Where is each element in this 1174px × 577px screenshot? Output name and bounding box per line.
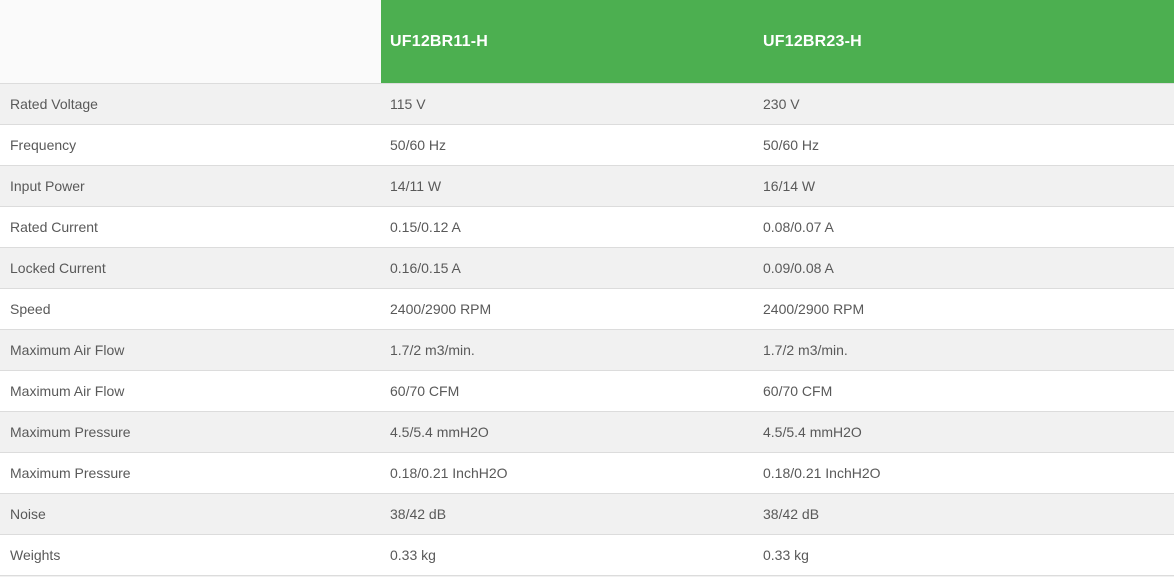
row-label: Noise bbox=[10, 506, 46, 522]
row-value-model-1: 0.15/0.12 A bbox=[390, 219, 461, 235]
row-value-model-2: 230 V bbox=[763, 96, 800, 112]
row-value-model-1: 0.33 kg bbox=[390, 547, 436, 563]
row-value-model-2: 0.18/0.21 InchH2O bbox=[763, 465, 881, 481]
row-value-model-2: 0.08/0.07 A bbox=[763, 219, 834, 235]
row-value-model-2: 38/42 dB bbox=[763, 506, 820, 522]
row-label: Locked Current bbox=[10, 260, 106, 276]
row-value-model-1: 0.16/0.15 A bbox=[390, 260, 461, 276]
row-label: Maximum Pressure bbox=[10, 424, 131, 440]
row-value-model-2: 1.7/2 m3/min. bbox=[763, 342, 848, 358]
table-header-row: UF12BR11-H UF12BR23-H bbox=[0, 0, 1174, 84]
table-row: Frequency 50/60 Hz 50/60 Hz bbox=[0, 125, 1174, 166]
row-value-model-1: 60/70 CFM bbox=[390, 383, 460, 399]
row-value-model-2: 2400/2900 RPM bbox=[763, 301, 865, 317]
row-value-model-1: 1.7/2 m3/min. bbox=[390, 342, 475, 358]
row-label: Speed bbox=[10, 301, 51, 317]
table-body: Rated Voltage 115 V 230 V Frequency 50/60 Hz… bbox=[0, 84, 1174, 576]
table-row: Weights 0.33 kg 0.33 kg bbox=[0, 535, 1174, 576]
row-label: Maximum Pressure bbox=[10, 465, 131, 481]
table-row: Rated Current 0.15/0.12 A 0.08/0.07 A bbox=[0, 207, 1174, 248]
row-value-model-2: 16/14 W bbox=[763, 178, 816, 194]
row-value-model-2: 4.5/5.4 mmH2O bbox=[763, 424, 862, 440]
table-row: Maximum Air Flow 1.7/2 m3/min. 1.7/2 m3/mi… bbox=[0, 330, 1174, 371]
table-row: Maximum Air Flow 60/70 CFM 60/70 CFM bbox=[0, 371, 1174, 412]
row-value-model-1: 115 V bbox=[390, 96, 426, 112]
row-label: Maximum Air Flow bbox=[10, 383, 125, 399]
row-value-model-1: 2400/2900 RPM bbox=[390, 301, 492, 317]
table-row: Speed 2400/2900 RPM 2400/2900 RPM bbox=[0, 289, 1174, 330]
table-row: Input Power 14/11 W 16/14 W bbox=[0, 166, 1174, 207]
row-value-model-2: 60/70 CFM bbox=[763, 383, 833, 399]
row-label: Rated Voltage bbox=[10, 96, 98, 112]
table-row: Maximum Pressure 0.18/0.21 InchH2O 0.18/0.… bbox=[0, 453, 1174, 494]
column-header-model-1: UF12BR11-H bbox=[381, 0, 754, 83]
row-value-model-2: 0.09/0.08 A bbox=[763, 260, 834, 276]
table-row: Locked Current 0.16/0.15 A 0.09/0.08 A bbox=[0, 248, 1174, 289]
row-label: Rated Current bbox=[10, 219, 98, 235]
row-label: Weights bbox=[10, 547, 61, 563]
row-value-model-1: 38/42 dB bbox=[390, 506, 447, 522]
row-value-model-2: 0.33 kg bbox=[763, 547, 809, 563]
column-header-label: UF12BR23-H bbox=[763, 32, 862, 50]
row-value-model-1: 4.5/5.4 mmH2O bbox=[390, 424, 489, 440]
column-header-model-2: UF12BR23-H bbox=[754, 0, 1174, 83]
table-row: Noise 38/42 dB 38/42 dB bbox=[0, 494, 1174, 535]
row-value-model-2: 50/60 Hz bbox=[763, 137, 820, 153]
row-value-model-1: 50/60 Hz bbox=[390, 137, 447, 153]
row-label: Input Power bbox=[10, 178, 85, 194]
table-row: Rated Voltage 115 V 230 V bbox=[0, 84, 1174, 125]
column-header-label: UF12BR11-H bbox=[390, 32, 489, 50]
row-value-model-1: 0.18/0.21 InchH2O bbox=[390, 465, 508, 481]
header-corner-cell bbox=[0, 0, 381, 83]
row-label: Frequency bbox=[10, 137, 77, 153]
row-label: Maximum Air Flow bbox=[10, 342, 125, 358]
row-value-model-1: 14/11 W bbox=[390, 178, 442, 194]
table-row: Maximum Pressure 4.5/5.4 mmH2O 4.5/5.4 mmH… bbox=[0, 412, 1174, 453]
